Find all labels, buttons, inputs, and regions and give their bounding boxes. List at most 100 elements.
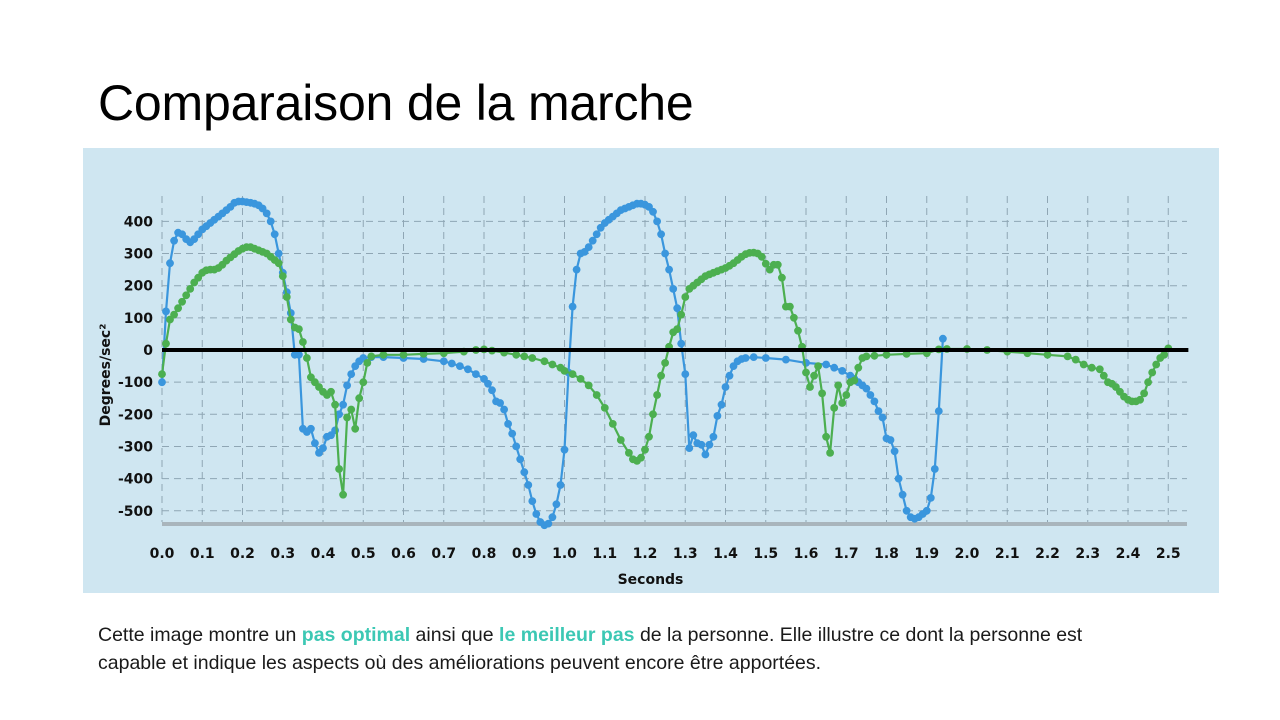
series-1-point: [484, 379, 492, 388]
series-2-point: [761, 259, 770, 268]
series-2-point: [568, 370, 577, 378]
series-1-point: [870, 397, 879, 406]
y-tick-label: -300: [118, 439, 153, 455]
series-2-point: [826, 449, 834, 457]
series-1-point: [556, 481, 565, 489]
x-tick-label: 2.4: [1116, 546, 1141, 562]
series-1-point: [516, 455, 525, 464]
series-1-point: [838, 367, 847, 375]
series-1-point: [528, 497, 537, 505]
series-2-point: [834, 381, 843, 390]
series-2-point: [592, 391, 601, 399]
series-1-point: [939, 334, 947, 343]
series-2-point: [608, 420, 617, 428]
series-1-point: [496, 399, 504, 407]
series-2-point: [359, 378, 368, 387]
series-2-point: [790, 313, 798, 322]
x-tick-label: 0.2: [230, 546, 255, 562]
series-1-point: [681, 370, 690, 378]
caption-highlight-best-step: le meilleur pas: [499, 624, 635, 646]
series-1-point: [862, 384, 871, 393]
series-2-point: [677, 310, 686, 319]
series-2-point: [882, 350, 891, 359]
series-1-point: [170, 236, 178, 245]
series-1-point: [725, 371, 734, 380]
series-1-point: [922, 506, 931, 515]
series-2-point: [528, 354, 537, 362]
series-1-point: [560, 445, 569, 454]
x-tick-label: 1.4: [713, 546, 738, 562]
series-1-point: [166, 259, 174, 268]
series-2-point: [600, 404, 609, 412]
series-2-point: [637, 453, 645, 462]
x-tick-label: 0.9: [512, 546, 537, 562]
y-tick-label: -200: [118, 407, 153, 423]
series-2-point: [347, 405, 356, 414]
series-2-point: [170, 310, 178, 319]
series-1-point: [548, 513, 557, 522]
y-tick-label: 0: [143, 343, 153, 359]
caption-highlight-optimal-step: pas optimal: [301, 624, 411, 646]
caption-text-2: ainsi que: [410, 624, 500, 646]
series-2-point: [641, 445, 649, 454]
y-tick-label: -400: [118, 472, 153, 488]
x-tick-label: 2.3: [1075, 546, 1100, 562]
series-1-point: [874, 407, 883, 415]
series-2-point: [653, 391, 661, 399]
series-2-point: [327, 387, 335, 396]
series-1-point: [270, 230, 279, 239]
series-2-point: [286, 315, 295, 324]
series-1-point: [488, 386, 496, 395]
x-axis-title: Seconds: [618, 572, 684, 588]
series-1-point: [701, 450, 710, 459]
series-1-point: [741, 354, 750, 362]
series-2-point: [822, 432, 830, 441]
series-1-point: [677, 339, 686, 348]
series-1-point: [713, 412, 722, 420]
series-2-point: [649, 410, 657, 419]
series-2-point: [182, 291, 191, 300]
x-tick-label: 0.7: [431, 546, 456, 562]
series-1-point: [520, 468, 529, 477]
series-2-point: [335, 465, 343, 473]
x-tick-label: 1.9: [914, 546, 939, 562]
x-tick-label: 2.5: [1156, 546, 1181, 562]
series-2-point: [862, 352, 871, 361]
y-axis-title: Degrees/sec²: [98, 324, 114, 427]
series-2-point: [282, 293, 291, 301]
series-1-point: [685, 444, 694, 452]
series-2-point: [351, 424, 360, 433]
series-2-point: [339, 490, 347, 499]
series-1-point: [717, 400, 726, 409]
series-2-point: [520, 352, 529, 361]
series-1-point: [890, 447, 899, 456]
series-1-point: [866, 391, 875, 399]
x-tick-label: 1.3: [673, 546, 698, 562]
series-2-point: [584, 381, 593, 390]
x-tick-label: 1.2: [633, 546, 658, 562]
series-2-point: [1043, 350, 1052, 359]
series-2-point: [1136, 395, 1144, 404]
series-1-point: [335, 410, 343, 419]
series-2-point: [850, 376, 859, 385]
series-2-point: [512, 350, 521, 359]
series-2-point: [158, 370, 166, 378]
series-2-point: [625, 449, 633, 457]
chart-canvas: 0.0 0.1 0.2 0.3 0.4 0.5 0.6 0.7 0.8 0.9 1.0 1.1 1.2 1…: [98, 196, 1189, 588]
series-1-point: [544, 519, 553, 528]
series-2-point: [1148, 368, 1157, 377]
y-tick-label: 400: [124, 214, 153, 230]
x-tick-label: 1.7: [834, 546, 859, 562]
series-1-point: [902, 506, 911, 515]
series-1-point: [439, 357, 448, 366]
series-2-point: [1071, 355, 1080, 364]
series-1-point: [657, 230, 665, 239]
series-2-point: [814, 362, 822, 370]
series-1-point: [572, 265, 581, 274]
y-tick-label: -100: [118, 375, 153, 391]
gait-chart: 0.0 0.1 0.2 0.3 0.4 0.5 0.6 0.7 0.8 0.9 1.0 1.1 1.2 1…: [83, 148, 1219, 593]
series-1-point: [697, 440, 706, 449]
series-2-point: [548, 360, 557, 369]
series-1-point: [665, 265, 673, 274]
series-2-point: [870, 351, 879, 360]
